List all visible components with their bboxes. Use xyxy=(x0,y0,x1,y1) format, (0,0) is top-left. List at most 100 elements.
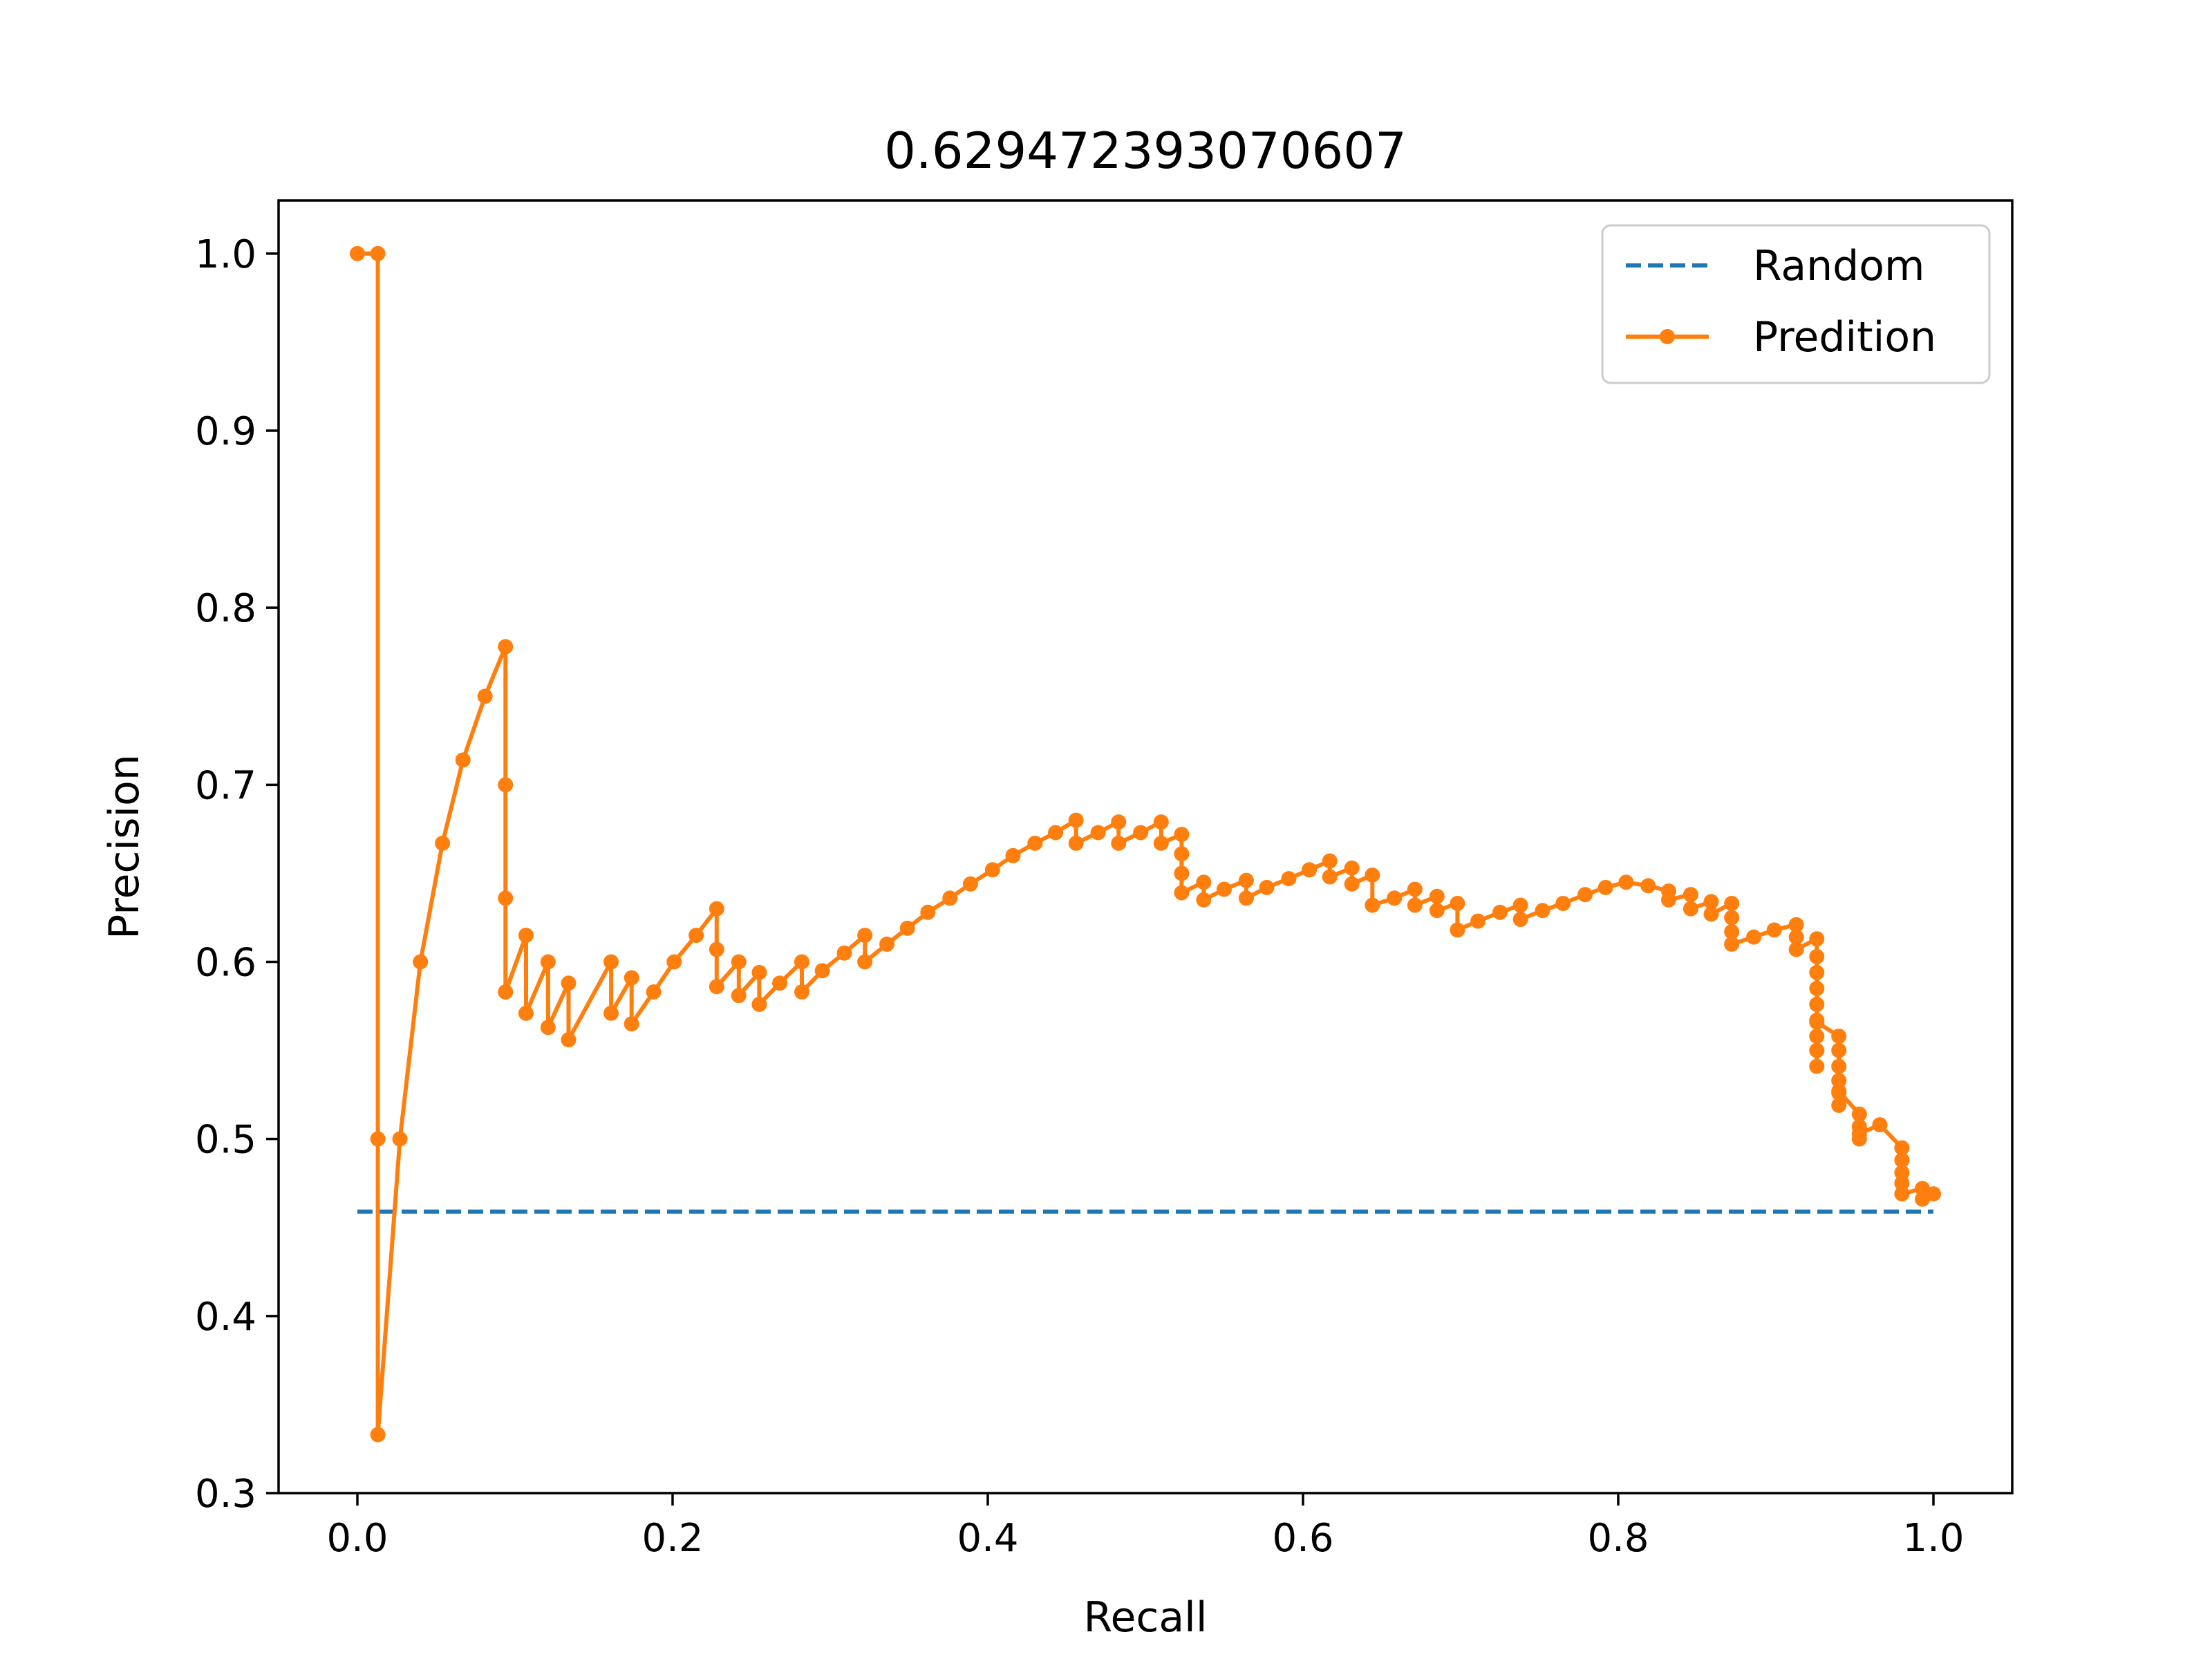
x-tick-label: 0.8 xyxy=(1587,1516,1649,1561)
y-tick-label: 0.6 xyxy=(195,941,256,986)
data-point xyxy=(498,984,514,1000)
data-point xyxy=(1174,885,1190,901)
data-point xyxy=(1809,1042,1825,1058)
data-point xyxy=(1809,964,1825,980)
data-point xyxy=(477,688,493,704)
data-point xyxy=(1746,929,1762,945)
data-point xyxy=(1683,887,1698,903)
data-point xyxy=(1512,897,1528,913)
data-point xyxy=(624,970,639,986)
x-tick-label: 0.0 xyxy=(326,1516,388,1561)
data-point xyxy=(1809,1014,1825,1030)
data-point xyxy=(1005,847,1021,863)
data-point xyxy=(1766,922,1782,938)
data-point xyxy=(731,954,747,970)
data-point xyxy=(518,928,534,944)
data-point xyxy=(1344,860,1360,876)
data-point xyxy=(1027,835,1043,851)
data-point xyxy=(1302,862,1318,878)
data-point xyxy=(1450,922,1465,938)
data-point xyxy=(1894,1175,1910,1191)
data-point xyxy=(688,928,704,944)
data-point xyxy=(1724,895,1740,911)
data-point xyxy=(1133,825,1149,841)
data-point xyxy=(751,964,767,980)
data-point xyxy=(794,954,809,970)
data-point xyxy=(1429,888,1445,904)
data-point xyxy=(794,984,809,1000)
data-point xyxy=(1259,879,1275,895)
data-point xyxy=(498,890,514,906)
data-point xyxy=(1640,878,1656,894)
x-tick-label: 0.6 xyxy=(1272,1516,1333,1561)
legend-label-predition: Predition xyxy=(1753,313,1936,362)
data-point xyxy=(1894,1165,1910,1181)
data-point xyxy=(1344,876,1360,892)
data-point xyxy=(1809,948,1825,964)
data-point xyxy=(1894,1152,1910,1168)
data-point xyxy=(857,954,873,970)
data-point xyxy=(1724,924,1740,939)
data-point xyxy=(646,984,662,1000)
data-point xyxy=(1831,1058,1847,1074)
chart-title: 0.629472393070607 xyxy=(884,122,1407,180)
data-point xyxy=(1926,1186,1941,1202)
data-point xyxy=(1724,910,1740,926)
data-point xyxy=(518,1005,534,1021)
x-tick-label: 0.4 xyxy=(957,1516,1018,1561)
data-point xyxy=(1831,1029,1847,1044)
data-point xyxy=(561,1032,577,1048)
data-point xyxy=(942,890,958,906)
data-point xyxy=(1872,1117,1888,1133)
data-point xyxy=(1618,874,1634,890)
data-point xyxy=(1894,1140,1910,1156)
data-point xyxy=(1407,897,1423,913)
data-point xyxy=(1322,869,1338,885)
data-point xyxy=(498,777,514,793)
data-point xyxy=(666,954,682,970)
data-point xyxy=(1068,812,1084,828)
data-point xyxy=(603,954,619,970)
data-point xyxy=(1831,1083,1847,1099)
data-point xyxy=(1535,903,1550,919)
data-point xyxy=(1387,890,1403,906)
data-point xyxy=(1111,835,1127,851)
data-point xyxy=(1851,1106,1867,1122)
data-point xyxy=(1597,879,1613,895)
data-point xyxy=(1809,996,1825,1012)
data-point xyxy=(1831,1042,1847,1058)
data-point xyxy=(1322,853,1338,869)
data-point xyxy=(1068,835,1084,851)
data-point xyxy=(1851,1125,1867,1141)
data-point xyxy=(772,975,788,991)
data-point xyxy=(1429,903,1445,919)
data-point xyxy=(1450,895,1465,911)
data-point xyxy=(1090,825,1106,841)
data-point xyxy=(709,979,724,995)
legend-marker xyxy=(1660,329,1675,344)
data-point xyxy=(455,752,471,768)
data-point xyxy=(603,1005,619,1021)
data-point xyxy=(435,835,451,851)
y-axis-title: Precision xyxy=(100,754,149,939)
data-point xyxy=(1894,1186,1910,1202)
data-point xyxy=(1703,906,1719,922)
data-point xyxy=(1407,881,1423,897)
legend-label-random: Random xyxy=(1753,242,1924,290)
data-point xyxy=(1196,874,1212,890)
data-point xyxy=(624,1016,639,1032)
data-point xyxy=(350,245,365,261)
x-tick-label: 1.0 xyxy=(1902,1516,1964,1561)
data-point xyxy=(1217,881,1232,897)
data-point xyxy=(1831,1073,1847,1089)
data-point xyxy=(962,876,978,892)
data-point xyxy=(751,996,767,1012)
data-point xyxy=(1512,912,1528,928)
data-point xyxy=(814,963,830,979)
data-point xyxy=(1281,871,1297,887)
data-point xyxy=(984,862,1000,878)
data-point xyxy=(1365,897,1380,913)
data-point xyxy=(1196,892,1212,908)
data-point xyxy=(731,988,747,1004)
data-point xyxy=(1809,1029,1825,1044)
